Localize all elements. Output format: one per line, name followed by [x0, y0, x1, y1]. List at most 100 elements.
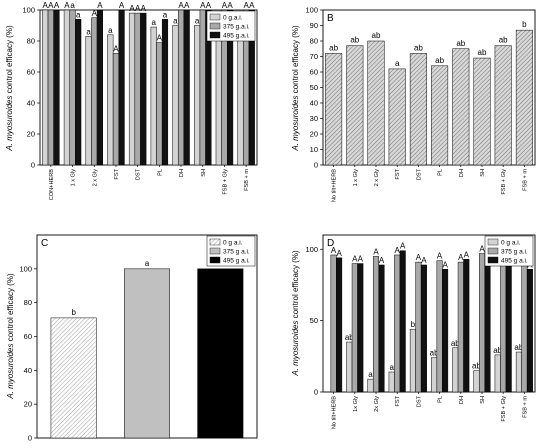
x-tick-label: SH — [201, 169, 207, 177]
significance-letter: A — [479, 245, 485, 254]
significance-letter: a — [395, 59, 400, 68]
significance-letter: a — [173, 17, 178, 26]
significance-letter: A — [442, 260, 448, 269]
bar — [237, 25, 244, 166]
x-tick-label: SH — [480, 169, 486, 177]
bar — [457, 261, 464, 393]
legend-swatch — [209, 31, 221, 39]
bar — [47, 9, 54, 166]
legend-entry: 0 g a.i. — [501, 240, 521, 247]
legend-swatch — [487, 247, 499, 255]
significance-letter: a — [86, 27, 91, 36]
bar — [372, 256, 380, 393]
significance-letter: ab — [493, 346, 502, 355]
significance-letter: b — [522, 20, 527, 29]
bar — [409, 53, 427, 166]
bar — [420, 264, 427, 393]
bar — [494, 354, 501, 393]
significance-letter: A — [400, 242, 406, 251]
legend-entry: 0 g.a.i. — [223, 15, 243, 22]
y-tick-label: 80 — [27, 37, 35, 46]
legend-swatch — [487, 256, 499, 264]
significance-letter: A — [464, 250, 470, 259]
bar — [463, 259, 470, 393]
y-tick-label: 0 — [28, 434, 32, 443]
bar — [484, 250, 491, 393]
y-tick-label: 0 — [314, 388, 318, 397]
bar — [526, 269, 533, 393]
bar — [50, 317, 97, 439]
significance-letter: ab — [345, 333, 354, 342]
plot-frame — [39, 9, 258, 166]
x-tick-label: FSB + m — [522, 169, 528, 191]
significance-letter: a — [368, 370, 373, 379]
bar — [515, 29, 533, 166]
significance-letter: A — [336, 249, 342, 258]
y-tick-label: 70 — [310, 52, 318, 61]
bar — [161, 19, 169, 166]
bar — [199, 9, 206, 166]
significance-letter: A — [243, 1, 249, 10]
x-tick-label: DH — [459, 396, 465, 404]
bar — [388, 371, 395, 393]
significance-letter: a — [108, 26, 113, 35]
x-tick-label: FST — [395, 168, 401, 179]
significance-letter: ab — [499, 36, 508, 45]
significance-letter: A — [437, 252, 443, 261]
bar — [325, 53, 343, 166]
bar — [357, 263, 364, 393]
bar — [42, 9, 49, 166]
legend-entry: 495 g.a.i. — [223, 33, 250, 40]
bar — [442, 269, 449, 393]
significance-letter: A — [373, 247, 379, 256]
bar — [478, 253, 486, 393]
bar — [215, 25, 222, 166]
bar — [248, 9, 255, 166]
significance-letter: A — [54, 1, 60, 10]
bar — [63, 9, 70, 166]
bar — [85, 36, 92, 166]
x-tick-label: DST — [416, 395, 422, 407]
significance-letter: a — [76, 10, 81, 19]
significance-letter: ab — [372, 31, 381, 40]
x-tick-label: No tilt+HERB — [332, 169, 338, 202]
x-tick-label: 1 x Gly — [353, 169, 359, 187]
bar — [75, 19, 82, 166]
significance-letter: A — [358, 255, 364, 264]
bar — [494, 45, 512, 166]
significance-letter: A — [141, 4, 147, 13]
bar — [140, 12, 147, 166]
legend-swatch — [209, 22, 221, 30]
bar — [378, 264, 385, 393]
bar — [107, 34, 114, 166]
x-tick-label: FSB + m — [244, 169, 250, 191]
significance-letter: a — [70, 1, 75, 10]
bar — [124, 268, 170, 439]
x-tick-label: FSB + Gly — [501, 169, 507, 195]
significance-letter: A — [206, 1, 212, 10]
bar — [431, 65, 449, 166]
bar — [227, 9, 234, 166]
x-tick-label: 1x Gly — [353, 396, 359, 412]
significance-letter: A — [129, 4, 135, 13]
significance-letter: A — [200, 1, 206, 10]
x-tick-label: PL — [157, 169, 163, 176]
chart-panel-a: A 0 20 40 60 80 100 A. myosuroides control effi… — [5, 1, 258, 200]
legend-entry: 375 g a.i. — [223, 249, 250, 256]
bar — [134, 12, 141, 166]
bar — [330, 254, 337, 393]
x-tick-label: DH — [459, 169, 465, 177]
bar — [394, 254, 401, 393]
bar — [452, 48, 470, 166]
y-axis-label: A. myosuroides control efficacy (%) — [291, 25, 300, 152]
y-tick-label: 60 — [310, 68, 318, 77]
x-tick-label: FSB + Gly — [501, 396, 507, 422]
legend-entry: 375 g.a.i. — [223, 24, 250, 31]
significance-letter: a — [151, 18, 156, 27]
legend: 0 g a.i. 375 g a.i. 495 g a.i. — [484, 235, 534, 267]
legend: 0 g.a.i. 375 g.a.i. 495 g.a.i. — [206, 10, 256, 42]
significance-letter: ab — [435, 56, 444, 65]
x-tick-label: PL — [438, 396, 444, 403]
y-tick-label: 90 — [310, 21, 318, 30]
bar — [515, 351, 522, 393]
